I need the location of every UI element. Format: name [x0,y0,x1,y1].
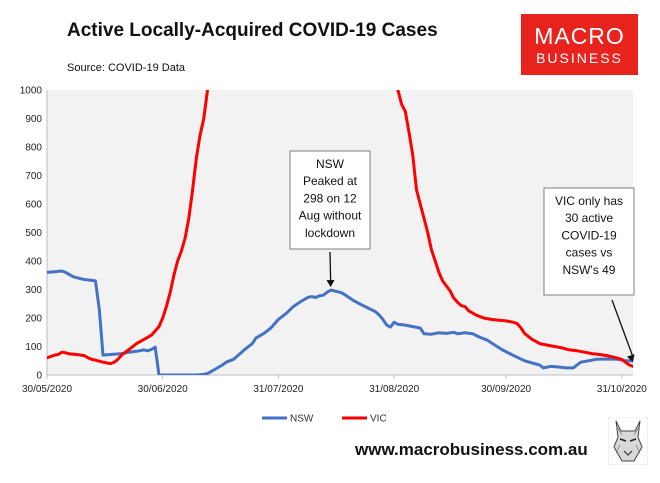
legend-item-vic[interactable]: VIC [342,414,387,425]
annotation-text-line: NSW [316,157,345,171]
legend-label: NSW [290,414,314,425]
x-tick-label: 31/07/2020 [253,384,303,395]
annotation-vic-compare: VIC only has 30 active COVID-19 cases vs NSW… [543,187,635,362]
legend-item-nsw[interactable]: NSW [262,414,314,425]
y-tick-label: 700 [25,171,42,182]
annotation-arrow [611,299,634,358]
x-tick-label: 30/09/2020 [481,384,531,395]
y-tick-label: 900 [25,114,42,125]
logo-line-2: BUSINESS [536,50,623,66]
y-tick-label: 400 [25,257,42,268]
x-axis: 30/05/2020 30/06/2020 31/07/2020 31/08/2020… [22,374,647,395]
y-tick-label: 800 [25,143,42,154]
logo-line-1: MACRO [534,23,625,49]
annotation-arrowhead [627,354,635,362]
chart-source: Source: COVID-19 Data [67,62,185,74]
x-tick-label: 31/10/2020 [597,384,647,395]
y-tick-label: 300 [25,285,42,296]
annotation-text-line: cases vs [566,246,613,260]
annotation-text-line: NSW's 49 [563,263,616,277]
annotation-box [289,150,371,250]
annotation-text-line: 30 active [565,211,613,225]
legend-label: VIC [370,414,387,425]
website-url[interactable]: www.macrobusiness.com.au [355,440,588,459]
annotation-text-line: lockdown [305,226,355,240]
chart-title: Active Locally-Acquired COVID-19 Cases [67,20,438,41]
annotation-text-line: Aug without [299,209,362,223]
annotation-text-line: Peaked at [303,174,358,188]
series-line-nsw [47,269,633,375]
x-tick-label: 30/06/2020 [138,384,188,395]
annotation-nsw-peak: NSW Peaked at 298 on 12 Aug without lockdown [289,150,371,288]
legend: NSW VIC [262,414,387,425]
annotation-text-line: 298 on 12 [303,191,357,205]
y-tick-label: 1000 [20,86,43,97]
annotation-arrow [329,251,332,283]
macrobusiness-logo[interactable]: MACRO BUSINESS [521,14,638,75]
annotations: NSW Peaked at 298 on 12 Aug without lockdown… [289,150,635,362]
y-axis: 0 100 200 300 400 500 600 700 800 900 1000 [20,86,48,382]
series-line-vic [47,90,633,368]
wolf-mascot-icon [608,417,648,465]
annotation-text-line: VIC only has [555,194,623,208]
plot-lines [47,90,633,375]
y-tick-label: 100 [25,342,42,353]
annotation-text-line: COVID-19 [561,228,617,242]
y-tick-label: 600 [25,200,42,211]
x-tick-label: 30/05/2020 [22,384,72,395]
annotation-arrowhead [326,280,335,288]
x-tick-label: 31/08/2020 [369,384,419,395]
annotation-box [543,187,635,296]
y-tick-label: 200 [25,314,42,325]
y-tick-label: 0 [36,371,42,382]
y-tick-label: 500 [25,228,42,239]
